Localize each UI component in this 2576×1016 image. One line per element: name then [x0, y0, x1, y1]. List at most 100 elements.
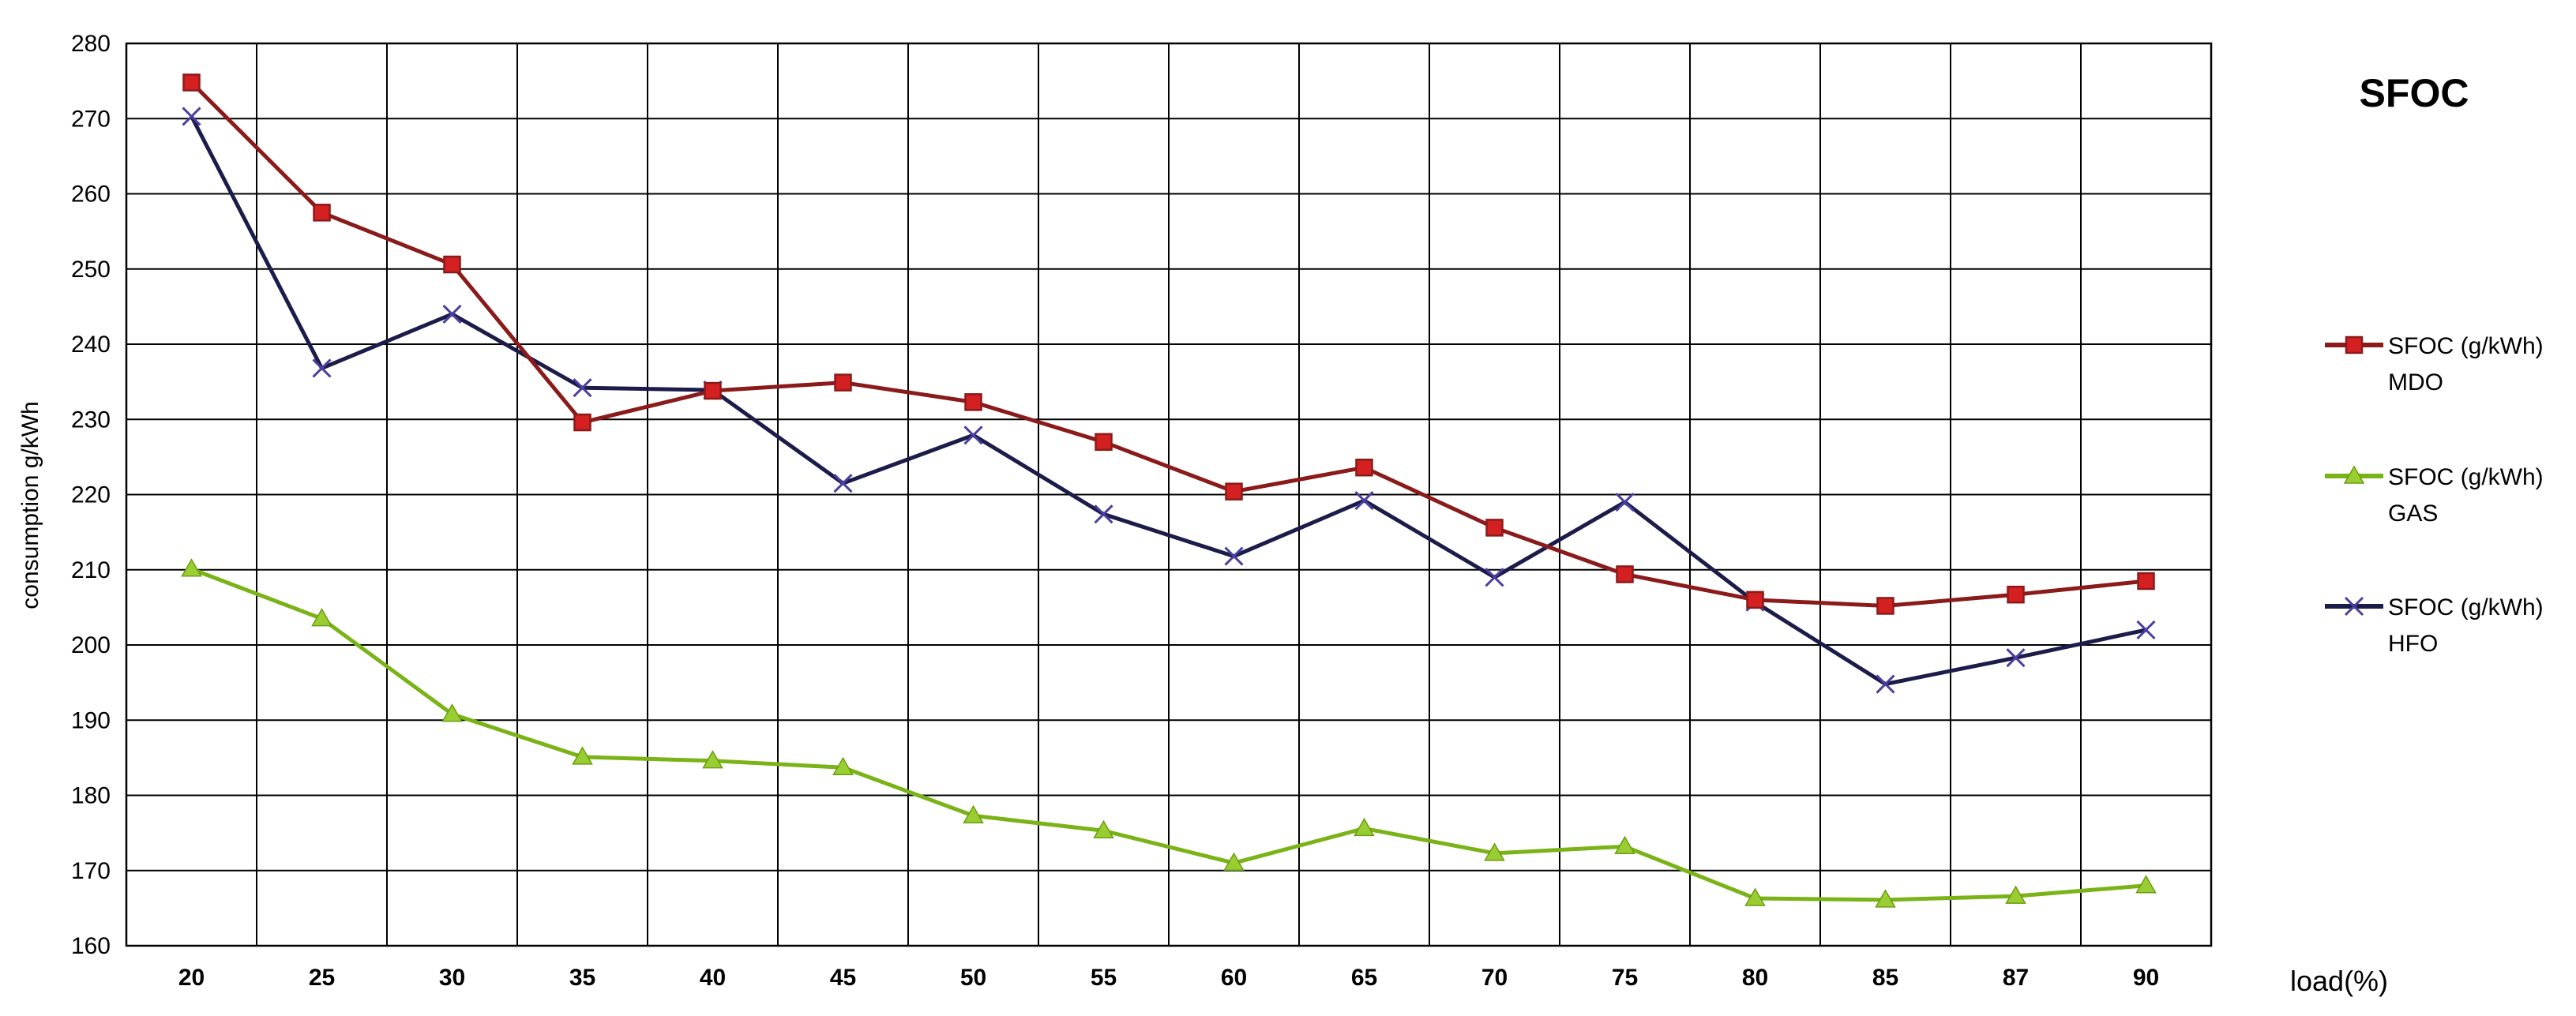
x-tick-label: 90 [2133, 965, 2159, 991]
series-layer [181, 73, 2157, 908]
data-point-mdo [2007, 585, 2025, 604]
marker-stroke [182, 107, 201, 126]
data-point-mdo [1876, 597, 1894, 615]
legend-sublabel-gas: GAS [2388, 501, 2438, 527]
data-point-mdo [1746, 590, 1764, 609]
data-point-gas [1354, 817, 1375, 837]
data-point-mdo [1355, 458, 1373, 477]
marker-stroke [1615, 492, 1635, 512]
data-point-mdo [313, 204, 331, 222]
x-tick-label: 30 [439, 965, 465, 991]
y-tick-label: 180 [71, 783, 111, 809]
data-point-hfo [573, 378, 592, 398]
data-point-hfo [1354, 491, 1374, 511]
data-point-gas [1223, 852, 1245, 871]
x-tick-label: 45 [830, 965, 856, 991]
data-point-mdo [2137, 572, 2155, 590]
marker-stroke [1094, 504, 1113, 524]
y-axis-label: consumption g/kWh [17, 401, 43, 609]
x-tick-label: 60 [1221, 965, 1247, 991]
y-tick-label: 230 [71, 407, 111, 433]
data-point-gas [1484, 842, 1505, 861]
y-tick-label: 280 [71, 31, 111, 57]
series-line-mdo [190, 81, 2146, 608]
data-point-hfo [312, 358, 332, 378]
series-mdo [182, 73, 2155, 615]
marker-stroke [1224, 546, 1244, 566]
x-axis-ticks: 20 25 30 35 40 45 50 55 60 65 70 75 80 85 87 90 [178, 965, 2159, 991]
marker-stroke [1354, 491, 1374, 511]
y-tick-label: 220 [71, 482, 111, 508]
marker-stroke [2136, 620, 2156, 640]
x-tick-label: 75 [1612, 965, 1638, 991]
series-line-hfo [190, 115, 2147, 687]
marker-stroke [1876, 674, 1895, 694]
x-tick-label: 80 [1742, 965, 1768, 991]
data-point-gas [181, 558, 202, 577]
chart-title: SFOC [2360, 71, 2469, 115]
y-tick-label: 190 [71, 707, 111, 733]
data-point-mdo [443, 255, 461, 274]
data-point-hfo [1485, 568, 1504, 587]
data-point-gas [2135, 875, 2157, 894]
data-point-hfo [1224, 546, 1244, 566]
data-point-gas [702, 750, 723, 769]
data-point-hfo [2136, 620, 2156, 640]
x-tick-label: 70 [1481, 965, 1508, 991]
legend-sublabel-mdo: MDO [2388, 369, 2443, 396]
data-point-gas [441, 703, 463, 722]
marker-stroke [442, 304, 462, 324]
legend-item-mdo: SFOC (g/kWh) MDO [2325, 333, 2544, 396]
y-axis-ticks: 160 170 180 190 200 210 220 230 240 250 260 270 280 [71, 31, 111, 959]
x-tick-label: 50 [960, 965, 986, 991]
marker-stroke [2006, 648, 2026, 668]
marker-stroke [833, 474, 853, 493]
y-tick-label: 160 [71, 933, 111, 959]
data-point-hfo [1615, 492, 1635, 512]
data-point-gas [832, 756, 854, 776]
data-point-gas [572, 746, 593, 765]
y-tick-label: 240 [71, 332, 111, 358]
data-point-mdo [1225, 482, 1243, 501]
marker-stroke [312, 358, 332, 378]
x-tick-label: 25 [309, 965, 335, 991]
legend-label-hfo: SFOC (g/kWh) [2388, 594, 2544, 620]
legend-sublabel-hfo: HFO [2388, 631, 2438, 657]
y-tick-label: 260 [71, 182, 111, 208]
data-point-mdo [1485, 519, 1504, 537]
x-axis-label: load(%) [2290, 965, 2388, 997]
data-point-mdo [182, 73, 201, 92]
legend-marker-hfo [2344, 596, 2364, 617]
x-tick-label: 40 [700, 965, 726, 991]
data-point-mdo [1095, 433, 1113, 452]
data-point-gas [1614, 835, 1635, 855]
y-tick-label: 250 [71, 257, 111, 283]
data-point-hfo [833, 474, 853, 493]
data-point-gas [1875, 889, 1896, 908]
y-tick-label: 210 [71, 557, 111, 583]
data-point-gas [1093, 819, 1114, 839]
data-point-gas [2005, 885, 2026, 904]
x-tick-label: 65 [1351, 965, 1377, 991]
data-point-hfo [963, 426, 983, 445]
data-point-hfo [2006, 648, 2026, 668]
data-point-hfo [182, 107, 201, 126]
x-tick-label: 55 [1091, 965, 1117, 991]
x-tick-label: 35 [569, 965, 595, 991]
x-tick-label: 20 [178, 965, 205, 991]
y-tick-label: 170 [71, 858, 111, 884]
data-point-mdo [704, 381, 722, 400]
x-tick-label: 87 [2003, 965, 2029, 991]
data-point-gas [963, 804, 984, 823]
chart-grid [125, 42, 2213, 947]
marker-stroke [1485, 568, 1504, 587]
legend-label-gas: SFOC (g/kWh) [2388, 464, 2544, 490]
data-point-mdo [1616, 565, 1634, 583]
data-point-hfo [1876, 674, 1895, 694]
data-point-gas [311, 608, 332, 627]
legend-item-hfo: SFOC (g/kWh) HFO [2325, 594, 2544, 657]
legend-item-gas: SFOC (g/kWh) GAS [2325, 464, 2544, 527]
series-gas [181, 558, 2157, 908]
